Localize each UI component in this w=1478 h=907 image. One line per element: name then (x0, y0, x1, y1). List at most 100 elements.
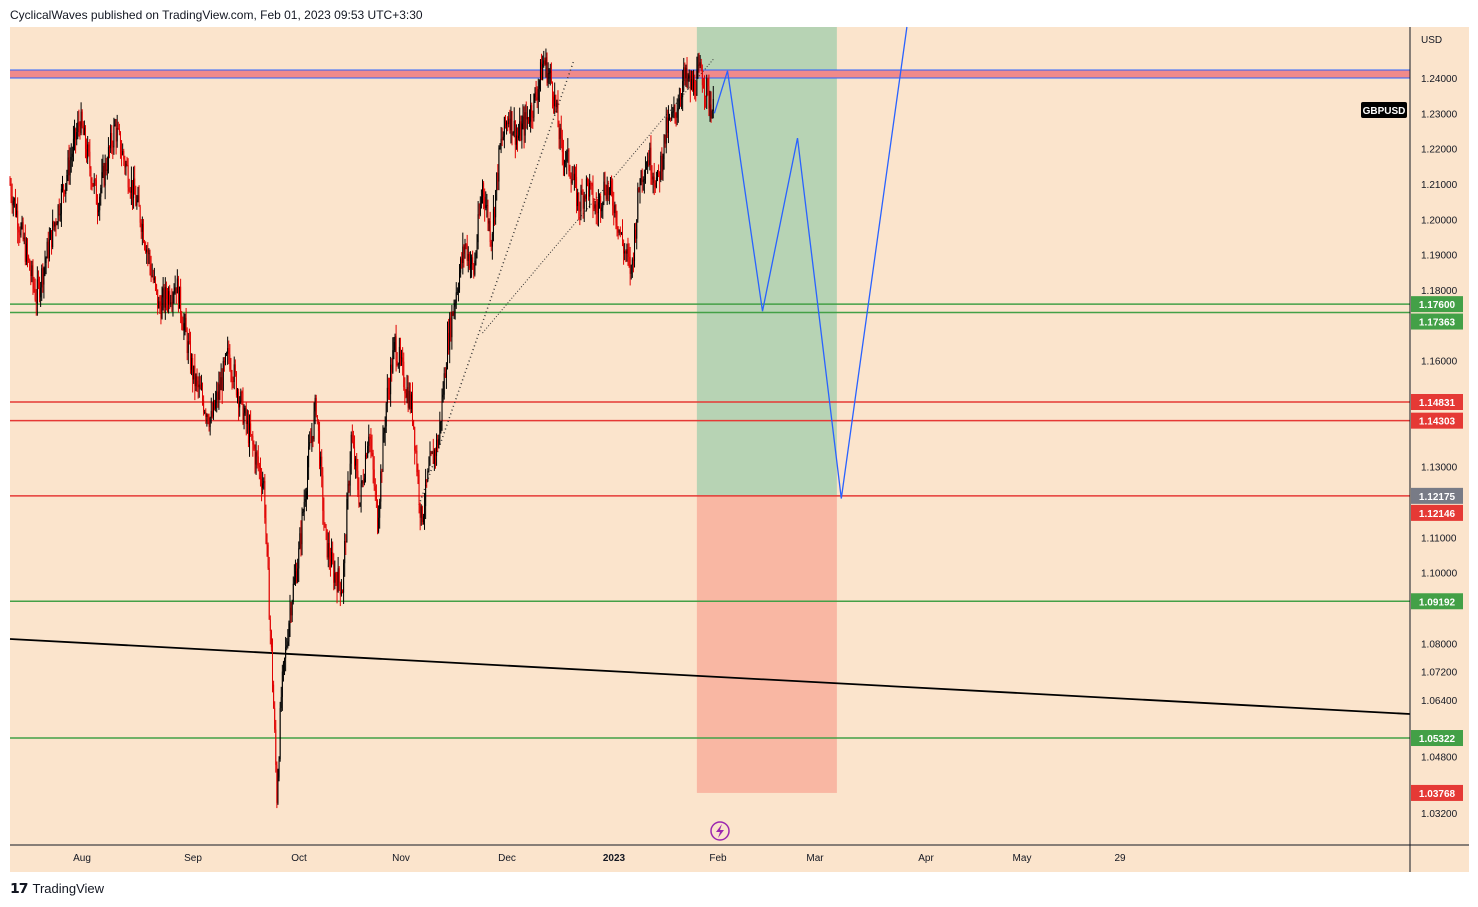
candle-body (449, 317, 451, 350)
candle-body (119, 131, 121, 154)
candle-body (531, 105, 533, 118)
candle-body (298, 548, 300, 569)
candle-body (640, 170, 642, 186)
candle-body (76, 132, 78, 140)
candle-body (472, 257, 474, 265)
candle-body (100, 187, 102, 197)
candle-body (642, 179, 644, 183)
candle-body (652, 176, 654, 180)
candle-body (430, 453, 432, 455)
candle-body (667, 118, 669, 133)
price-pill-1.05322 (1411, 730, 1463, 747)
candle-body (660, 155, 662, 181)
candle-body (444, 373, 446, 378)
candle-body (542, 64, 544, 80)
candle-body (230, 369, 232, 373)
candle-body (191, 358, 193, 370)
position-tool-layer (10, 27, 1410, 793)
candle-body (709, 104, 711, 109)
candle-body (176, 278, 178, 294)
candle-body (135, 194, 137, 206)
candle-body (194, 365, 196, 387)
candle-body (315, 397, 317, 416)
candle-body (478, 214, 480, 216)
candle-body (622, 232, 623, 244)
candle-body (422, 516, 424, 522)
candle-body (566, 151, 568, 162)
candle-body (541, 62, 543, 80)
candle-body (210, 411, 212, 418)
candle-body (268, 568, 270, 620)
price-ticks: 1.24000 1.23000 1.22000 1.21000 1.20000 1.190… (1421, 74, 1458, 820)
candle-body (702, 85, 704, 89)
candle-body (239, 401, 241, 408)
candle-body (263, 480, 265, 484)
candle-body (556, 102, 558, 108)
candle-body (272, 647, 273, 685)
candle-body (144, 241, 146, 246)
price-tick-label: 1.18000 (1421, 286, 1458, 297)
price-tick-label: 1.21000 (1421, 180, 1458, 191)
candle-body (363, 478, 365, 484)
candle-body (99, 196, 101, 211)
candle-body (403, 361, 405, 388)
candle-body (474, 260, 476, 275)
candle-body (64, 190, 66, 195)
candle-body (697, 64, 699, 71)
candle-body (445, 368, 447, 378)
time-tick-Aug: Aug (73, 853, 91, 864)
candle-body (407, 387, 409, 408)
candle-body (257, 456, 259, 466)
candle-body (498, 147, 500, 182)
candle-body (689, 75, 691, 89)
time-tick-Apr: Apr (918, 853, 934, 864)
candle-body (264, 480, 266, 518)
candle-body (223, 360, 225, 363)
candle-body (655, 177, 657, 188)
lightning-icon[interactable] (710, 821, 730, 841)
candle-body (555, 94, 557, 108)
candle-body (163, 288, 165, 308)
candle-body (429, 453, 431, 466)
candle-body (167, 299, 168, 305)
candle-body (408, 390, 410, 408)
candle-body (359, 502, 361, 505)
candle-body (360, 483, 362, 503)
candle-body (346, 499, 348, 543)
candle-body (366, 455, 368, 458)
candle-body (10, 184, 12, 196)
candle-body (698, 64, 700, 66)
candle-body (483, 183, 485, 197)
candle-body (66, 175, 68, 184)
candle-body (222, 360, 224, 391)
candle-body (696, 70, 698, 96)
candle-body (199, 384, 201, 389)
price-tick-label: 1.07200 (1421, 668, 1458, 679)
candle-body (317, 419, 319, 432)
candle-body (424, 506, 426, 517)
candle-body (538, 80, 540, 90)
candle-body (405, 393, 407, 398)
brand-label: TradingView (32, 881, 105, 896)
candle-body (450, 317, 452, 338)
candle-body (447, 332, 448, 369)
footer-brand[interactable]: 𝟭𝟳 TradingView (10, 880, 104, 897)
candle-body (293, 577, 295, 584)
candle-body (582, 193, 584, 209)
chart-svg[interactable]: USD 1.240001.230001.220001.210001.200001… (0, 0, 1478, 880)
candle-body (217, 391, 219, 400)
candle-body (485, 205, 487, 209)
candle-body (385, 403, 387, 427)
candle-body (682, 81, 684, 98)
candle-body (597, 202, 599, 214)
candle-body (521, 123, 523, 141)
candle-body (613, 205, 615, 214)
candle-body (327, 542, 329, 558)
candle-body (56, 223, 58, 226)
candle-body (303, 501, 305, 513)
candle-body (600, 196, 602, 212)
candle-body (665, 117, 667, 144)
candle-body (112, 146, 114, 148)
candle-body (488, 220, 490, 224)
candle-body (565, 161, 567, 163)
